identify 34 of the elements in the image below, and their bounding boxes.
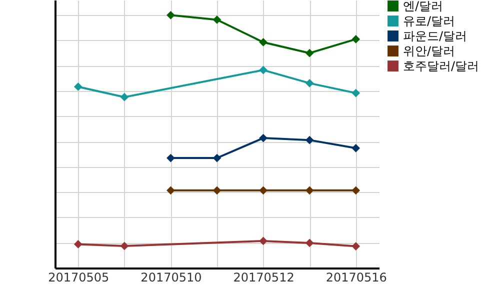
point [259, 38, 268, 46]
point [166, 186, 175, 195]
x-tick-label: 20170505 [48, 270, 110, 284]
point [212, 154, 222, 162]
point [259, 134, 268, 142]
point [305, 136, 314, 144]
legend-label: 파운드/달러 [403, 29, 468, 43]
point [305, 186, 314, 195]
point [352, 186, 360, 195]
legend-label: 호주달러/달러 [403, 59, 480, 73]
point [352, 144, 360, 152]
point [74, 82, 82, 91]
point [74, 240, 82, 248]
point [212, 186, 222, 195]
point [305, 48, 314, 58]
point [259, 66, 268, 74]
x-tick-label: 20170516 [326, 270, 387, 284]
legend-label: 유로/달러 [403, 14, 456, 28]
x-tick-label: 20170510 [140, 270, 202, 284]
point [352, 35, 360, 44]
point [212, 16, 222, 24]
point [166, 154, 175, 162]
legend-label: 위안/달러 [403, 44, 456, 58]
legend-label: 엔/달러 [403, 0, 444, 13]
point [305, 238, 314, 248]
point [120, 92, 129, 102]
point [259, 236, 268, 246]
point [352, 88, 360, 98]
point [305, 79, 314, 88]
point [352, 242, 360, 250]
point [120, 242, 129, 250]
point [259, 186, 268, 195]
point [166, 10, 175, 20]
x-tick-label: 20170512 [233, 270, 294, 284]
